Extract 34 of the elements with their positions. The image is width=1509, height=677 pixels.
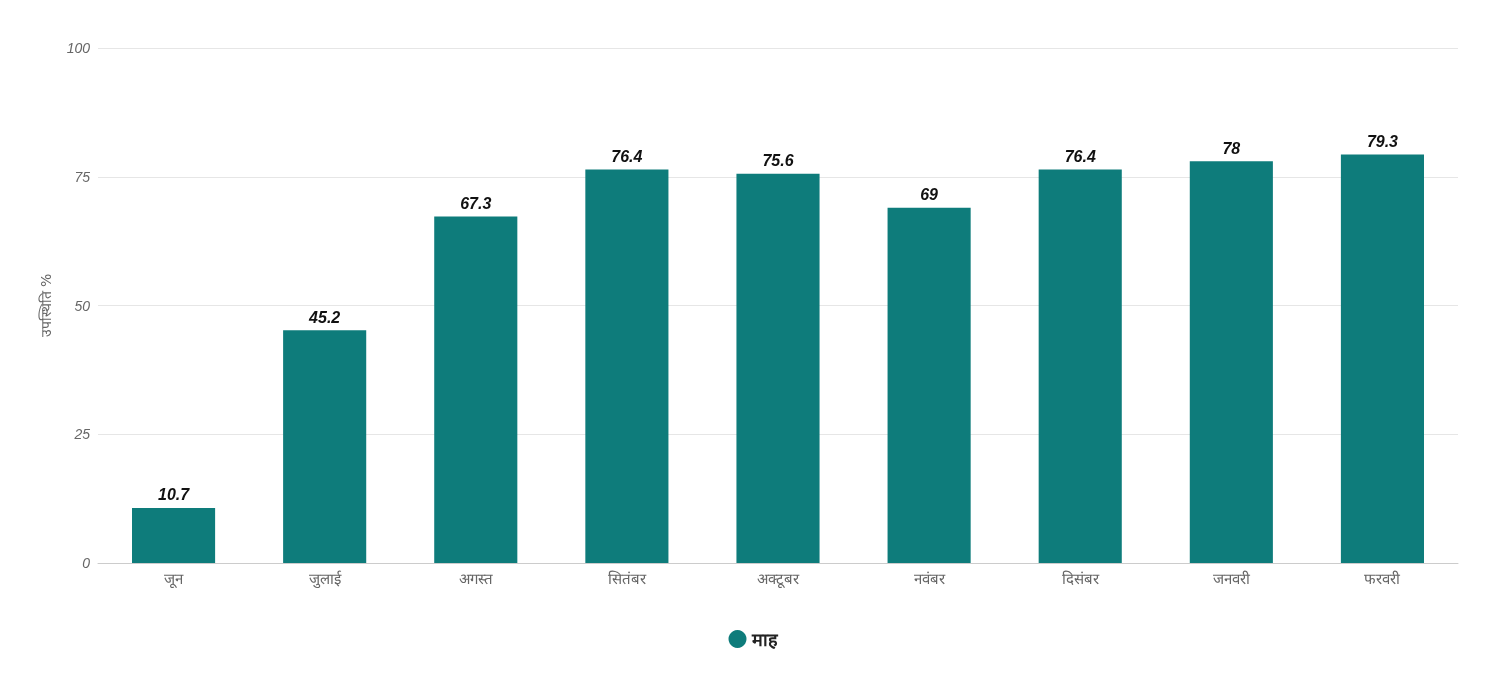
bar [434, 216, 518, 563]
y-tick-label: 25 [73, 426, 91, 443]
bar [1189, 161, 1273, 563]
bar [1340, 154, 1424, 563]
x-tick-label: सितंबर [607, 569, 647, 588]
data-label: 69 [920, 186, 939, 204]
y-tick-label: 50 [74, 297, 91, 314]
y-tick-label: 0 [82, 555, 91, 571]
data-label: 10.7 [157, 486, 191, 504]
data-label: 67.3 [460, 194, 492, 212]
bar [283, 330, 367, 563]
x-tick-label: फरवरी [1364, 569, 1402, 588]
bar [1038, 169, 1122, 563]
y-tick-label: 100 [66, 40, 91, 56]
x-tick-label: अगस्त [458, 569, 493, 588]
data-label: 76.4 [1064, 148, 1096, 166]
data-label: 79.3 [1366, 133, 1399, 151]
bar [585, 169, 669, 563]
x-tick-label: नवंबर [913, 569, 946, 588]
data-label: 75.6 [762, 152, 794, 170]
bar [887, 207, 971, 563]
data-label: 45.2 [308, 308, 341, 326]
y-tick-label: 75 [74, 168, 91, 185]
x-tick-label: जून [164, 569, 185, 589]
bar [736, 173, 820, 563]
x-tick-label: जनवरी [1212, 569, 1251, 588]
data-label: 78 [1222, 139, 1241, 157]
x-tick-label: अक्टूबर [757, 569, 800, 589]
x-tick-label: जुलाई [308, 569, 342, 589]
x-tick-label: दिसंबर [1061, 569, 1100, 588]
legend-label: माह [750, 628, 779, 650]
bar [132, 507, 216, 563]
y-axis-title: उपस्थिति % [38, 273, 54, 338]
data-label: 76.4 [611, 148, 643, 166]
